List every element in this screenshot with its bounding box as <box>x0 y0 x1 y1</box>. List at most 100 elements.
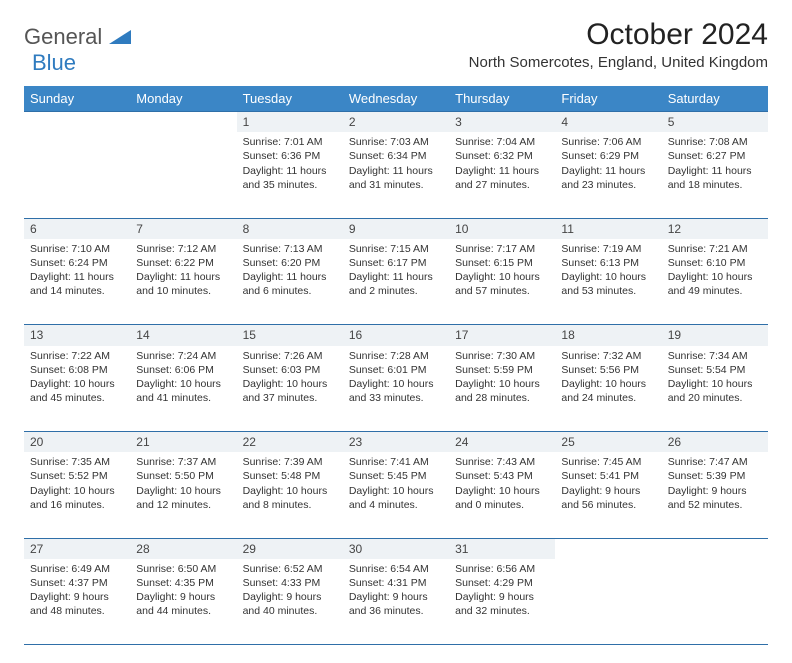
day-number-cell: 20 <box>24 432 130 453</box>
day-number-cell: 30 <box>343 538 449 559</box>
weekday-wednesday: Wednesday <box>343 86 449 112</box>
month-title: October 2024 <box>469 18 768 52</box>
day-info-line: Sunrise: 7:19 AM <box>561 242 655 256</box>
day-info-line: Sunset: 6:13 PM <box>561 256 655 270</box>
day-info-line: Sunrise: 7:35 AM <box>30 455 124 469</box>
day-content-cell: Sunrise: 7:35 AMSunset: 5:52 PMDaylight:… <box>24 452 130 538</box>
day-info-line: Daylight: 10 hours <box>136 377 230 391</box>
day-info-line: Daylight: 9 hours <box>455 590 549 604</box>
day-info-line: Daylight: 11 hours <box>668 164 762 178</box>
day-content-cell: Sunrise: 7:22 AMSunset: 6:08 PMDaylight:… <box>24 346 130 432</box>
day-content-row: Sunrise: 7:10 AMSunset: 6:24 PMDaylight:… <box>24 239 768 325</box>
day-info-line: Sunrise: 7:28 AM <box>349 349 443 363</box>
calendar-table: Sunday Monday Tuesday Wednesday Thursday… <box>24 86 768 645</box>
day-number-cell: 27 <box>24 538 130 559</box>
day-content-cell: Sunrise: 6:50 AMSunset: 4:35 PMDaylight:… <box>130 559 236 645</box>
day-info-line: Sunrise: 7:39 AM <box>243 455 337 469</box>
day-info-line: Daylight: 11 hours <box>349 164 443 178</box>
day-number-cell: 4 <box>555 112 661 133</box>
day-info-line: Daylight: 11 hours <box>349 270 443 284</box>
day-info-line: Daylight: 10 hours <box>561 270 655 284</box>
day-info-line: Sunset: 6:01 PM <box>349 363 443 377</box>
day-info-line: Daylight: 10 hours <box>136 484 230 498</box>
weekday-thursday: Thursday <box>449 86 555 112</box>
day-info-line: Sunrise: 6:49 AM <box>30 562 124 576</box>
day-info-line: and 56 minutes. <box>561 498 655 512</box>
day-info-line: Daylight: 11 hours <box>561 164 655 178</box>
weekday-row: Sunday Monday Tuesday Wednesday Thursday… <box>24 86 768 112</box>
day-info-line: and 18 minutes. <box>668 178 762 192</box>
day-info-line: Sunset: 5:41 PM <box>561 469 655 483</box>
day-info-line: Daylight: 9 hours <box>30 590 124 604</box>
logo-text-general: General <box>24 24 102 49</box>
day-info-line: and 28 minutes. <box>455 391 549 405</box>
day-info-line: and 41 minutes. <box>136 391 230 405</box>
day-content-row: Sunrise: 7:22 AMSunset: 6:08 PMDaylight:… <box>24 346 768 432</box>
day-info-line: Daylight: 11 hours <box>30 270 124 284</box>
day-info-line: Daylight: 9 hours <box>561 484 655 498</box>
day-info-line: and 45 minutes. <box>30 391 124 405</box>
day-content-cell <box>555 559 661 645</box>
day-info-line: Sunrise: 7:47 AM <box>668 455 762 469</box>
calendar-body: 12345Sunrise: 7:01 AMSunset: 6:36 PMDayl… <box>24 112 768 645</box>
day-info-line: and 6 minutes. <box>243 284 337 298</box>
day-info-line: Daylight: 11 hours <box>243 164 337 178</box>
day-info-line: and 20 minutes. <box>668 391 762 405</box>
day-info-line: Daylight: 10 hours <box>243 377 337 391</box>
day-number-cell: 18 <box>555 325 661 346</box>
day-number-cell: 13 <box>24 325 130 346</box>
day-info-line: Sunset: 5:43 PM <box>455 469 549 483</box>
day-content-cell: Sunrise: 7:04 AMSunset: 6:32 PMDaylight:… <box>449 132 555 218</box>
day-number-cell <box>555 538 661 559</box>
day-info-line: Sunrise: 7:12 AM <box>136 242 230 256</box>
day-info-line: Daylight: 10 hours <box>455 484 549 498</box>
day-info-line: Sunset: 5:56 PM <box>561 363 655 377</box>
day-number-row: 12345 <box>24 112 768 133</box>
day-info-line: and 37 minutes. <box>243 391 337 405</box>
day-info-line: Sunset: 5:50 PM <box>136 469 230 483</box>
day-content-cell <box>662 559 768 645</box>
day-info-line: Daylight: 10 hours <box>668 377 762 391</box>
weekday-monday: Monday <box>130 86 236 112</box>
day-info-line: Sunrise: 7:15 AM <box>349 242 443 256</box>
day-info-line: and 2 minutes. <box>349 284 443 298</box>
day-content-row: Sunrise: 7:01 AMSunset: 6:36 PMDaylight:… <box>24 132 768 218</box>
calendar-page: General Blue October 2024 North Somercot… <box>0 0 792 663</box>
day-number-cell: 26 <box>662 432 768 453</box>
day-info-line: Sunrise: 6:54 AM <box>349 562 443 576</box>
day-info-line: and 24 minutes. <box>561 391 655 405</box>
day-number-cell: 19 <box>662 325 768 346</box>
day-info-line: Sunset: 4:29 PM <box>455 576 549 590</box>
day-number-row: 2728293031 <box>24 538 768 559</box>
day-content-cell: Sunrise: 7:43 AMSunset: 5:43 PMDaylight:… <box>449 452 555 538</box>
day-number-cell: 31 <box>449 538 555 559</box>
day-info-line: Daylight: 10 hours <box>30 484 124 498</box>
day-number-cell <box>662 538 768 559</box>
day-info-line: Sunset: 4:31 PM <box>349 576 443 590</box>
logo: General Blue <box>24 24 131 76</box>
day-info-line: Sunrise: 7:34 AM <box>668 349 762 363</box>
day-number-cell: 2 <box>343 112 449 133</box>
day-info-line: Sunrise: 7:21 AM <box>668 242 762 256</box>
day-info-line: Sunrise: 7:45 AM <box>561 455 655 469</box>
day-info-line: and 35 minutes. <box>243 178 337 192</box>
day-content-cell: Sunrise: 7:03 AMSunset: 6:34 PMDaylight:… <box>343 132 449 218</box>
day-info-line: Sunset: 4:35 PM <box>136 576 230 590</box>
day-info-line: Sunrise: 7:06 AM <box>561 135 655 149</box>
day-info-line: Daylight: 10 hours <box>349 484 443 498</box>
day-info-line: Sunset: 6:20 PM <box>243 256 337 270</box>
day-info-line: Daylight: 11 hours <box>136 270 230 284</box>
day-info-line: Sunrise: 7:26 AM <box>243 349 337 363</box>
calendar-header: Sunday Monday Tuesday Wednesday Thursday… <box>24 86 768 112</box>
day-info-line: Sunrise: 7:08 AM <box>668 135 762 149</box>
day-info-line: and 52 minutes. <box>668 498 762 512</box>
day-info-line: Sunrise: 7:03 AM <box>349 135 443 149</box>
day-info-line: Sunrise: 7:13 AM <box>243 242 337 256</box>
day-content-cell: Sunrise: 7:06 AMSunset: 6:29 PMDaylight:… <box>555 132 661 218</box>
day-info-line: Sunset: 5:59 PM <box>455 363 549 377</box>
day-info-line: Sunset: 6:15 PM <box>455 256 549 270</box>
day-info-line: Daylight: 10 hours <box>455 270 549 284</box>
day-content-cell: Sunrise: 6:52 AMSunset: 4:33 PMDaylight:… <box>237 559 343 645</box>
day-info-line: Daylight: 9 hours <box>136 590 230 604</box>
day-info-line: Sunset: 6:06 PM <box>136 363 230 377</box>
